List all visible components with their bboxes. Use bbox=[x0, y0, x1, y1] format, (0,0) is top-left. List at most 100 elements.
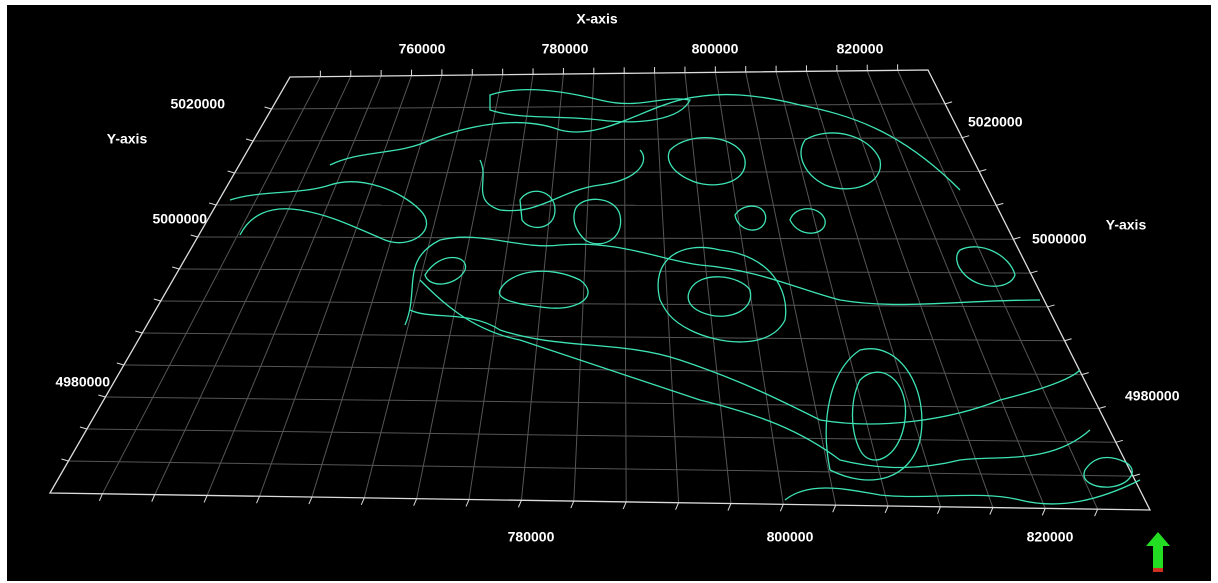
tick bbox=[884, 505, 889, 514]
grid-line bbox=[68, 460, 1133, 477]
tick-label: 780000 bbox=[542, 41, 589, 57]
tick bbox=[1115, 439, 1123, 443]
tick bbox=[245, 138, 254, 142]
tick bbox=[98, 394, 106, 398]
contour-line bbox=[409, 309, 1081, 425]
grid-line bbox=[142, 332, 1065, 342]
axis-title: Y-axis bbox=[107, 131, 148, 147]
axis-title: X-axis bbox=[576, 11, 617, 27]
grid-line bbox=[654, 72, 680, 503]
tick bbox=[209, 202, 217, 206]
grid-line bbox=[416, 74, 504, 499]
tick bbox=[937, 506, 941, 514]
grid-line bbox=[363, 74, 473, 498]
north-arrow bbox=[1146, 532, 1170, 572]
contour-line bbox=[734, 205, 767, 231]
tick bbox=[1132, 473, 1141, 477]
tick bbox=[61, 458, 69, 462]
grid-line bbox=[123, 364, 1082, 376]
contour-line bbox=[573, 198, 622, 245]
grid-line bbox=[623, 73, 627, 502]
contour-line bbox=[825, 348, 923, 481]
grid-line bbox=[836, 70, 994, 508]
grid-line bbox=[101, 76, 321, 495]
contour-line bbox=[329, 93, 961, 191]
tick-label: 820000 bbox=[837, 41, 884, 57]
contour-line bbox=[424, 257, 467, 285]
tick bbox=[832, 504, 837, 513]
tick bbox=[256, 496, 260, 504]
tick-label: 780000 bbox=[508, 529, 555, 545]
tick bbox=[1081, 372, 1089, 376]
tick bbox=[979, 169, 987, 173]
tick-label: 5000000 bbox=[152, 211, 207, 227]
tick bbox=[1030, 270, 1038, 274]
grid-line bbox=[160, 300, 1048, 308]
tick bbox=[264, 106, 272, 110]
contour-line bbox=[956, 246, 1016, 287]
grid-line bbox=[745, 71, 837, 506]
tick bbox=[727, 503, 732, 511]
contour-line bbox=[784, 479, 1141, 505]
grid-line bbox=[197, 236, 1014, 240]
tick bbox=[79, 426, 88, 430]
contour-line bbox=[789, 208, 826, 234]
tick bbox=[360, 497, 365, 506]
tick bbox=[135, 330, 143, 334]
tick bbox=[153, 298, 161, 302]
tick bbox=[989, 507, 994, 515]
tick bbox=[465, 499, 470, 507]
grid-line bbox=[86, 428, 1116, 443]
axis-title: Y-axis bbox=[1106, 217, 1147, 233]
tick bbox=[1098, 405, 1106, 409]
arrow-icon bbox=[1146, 532, 1170, 572]
contour-line bbox=[419, 279, 1091, 469]
tick bbox=[1064, 338, 1072, 342]
tick bbox=[227, 170, 235, 174]
grid-line bbox=[520, 73, 564, 501]
contour-line bbox=[657, 246, 787, 343]
grid-line bbox=[775, 71, 889, 507]
contour-line bbox=[800, 132, 881, 190]
tick bbox=[190, 234, 198, 238]
grid-line bbox=[154, 76, 352, 495]
tick-label: 4980000 bbox=[1125, 388, 1180, 404]
tick bbox=[172, 266, 180, 270]
grid-line bbox=[573, 73, 595, 502]
contour-line bbox=[404, 236, 1041, 326]
grid-line bbox=[179, 268, 1031, 274]
grid-line bbox=[206, 75, 382, 496]
grid-line bbox=[253, 137, 963, 142]
tick bbox=[1041, 508, 1046, 516]
contour-line bbox=[498, 270, 589, 309]
tick-label: 5000000 bbox=[1032, 231, 1087, 247]
tick bbox=[98, 493, 103, 502]
grid-line bbox=[259, 75, 412, 497]
tick bbox=[203, 495, 208, 503]
contour-line bbox=[489, 88, 691, 123]
tick bbox=[151, 494, 156, 502]
grid-line bbox=[105, 396, 1099, 409]
tick bbox=[570, 500, 575, 509]
contour-line bbox=[687, 276, 752, 317]
tick bbox=[116, 362, 124, 366]
tick bbox=[308, 496, 313, 505]
grid-line bbox=[897, 70, 1099, 510]
contour-line bbox=[1083, 456, 1133, 488]
tick-label: 5020000 bbox=[968, 114, 1023, 130]
tick bbox=[996, 202, 1004, 206]
tick-label: 800000 bbox=[692, 41, 739, 57]
grid-line bbox=[311, 75, 443, 498]
tick-label: 800000 bbox=[767, 529, 814, 545]
tick-label: 760000 bbox=[399, 41, 446, 57]
tick bbox=[779, 504, 784, 512]
tick bbox=[1094, 508, 1099, 517]
tick bbox=[944, 101, 953, 105]
tick bbox=[1047, 304, 1055, 308]
frame bbox=[48, 69, 1152, 511]
tick-label: 4980000 bbox=[55, 374, 110, 390]
contour-line bbox=[851, 371, 907, 461]
grid-line bbox=[684, 72, 732, 504]
contour-line bbox=[519, 190, 556, 229]
